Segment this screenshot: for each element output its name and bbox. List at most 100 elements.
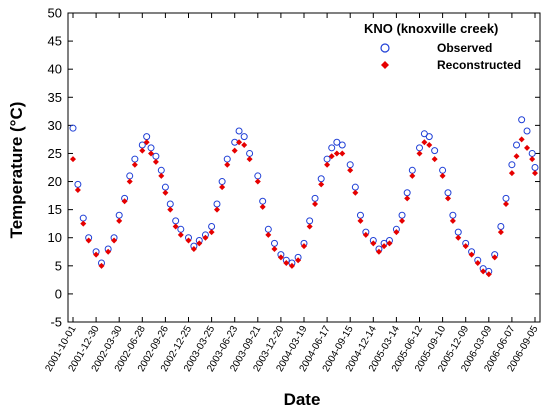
observed-point [531, 164, 539, 171]
reconstructed-point [352, 189, 359, 196]
reconstructed-point [370, 240, 377, 247]
observed-point [177, 225, 185, 233]
reconstructed-point [449, 217, 456, 224]
observed-point [518, 116, 526, 124]
observed-point [115, 211, 123, 219]
reconstructed-point [231, 147, 238, 154]
observed-point [152, 152, 160, 160]
observed-point [213, 200, 221, 208]
reconstructed-point [116, 217, 123, 224]
observed-point [523, 127, 531, 135]
observed-point [270, 239, 278, 247]
reconstructed-point [143, 139, 150, 146]
reconstructed-point [246, 156, 253, 163]
reconstructed-point [431, 156, 438, 163]
reconstructed-point [277, 254, 284, 261]
y-tick-label: 20 [48, 174, 62, 189]
reconstructed-point [444, 195, 451, 202]
observed-point [218, 178, 226, 186]
legend-title: KNO (knoxville creek) [364, 21, 498, 36]
reconstructed-point [158, 172, 165, 179]
reconstructed-point [190, 245, 197, 252]
reconstructed-point [196, 240, 203, 247]
reconstructed-point [105, 248, 112, 255]
reconstructed-point [491, 254, 498, 261]
observed-point [513, 141, 521, 149]
y-tick-label: 40 [48, 62, 62, 77]
observed-point [131, 155, 139, 163]
reconstructed-point [126, 178, 133, 185]
reconstructed-point [241, 142, 248, 149]
reconstructed-point [502, 201, 509, 208]
observed-point [454, 228, 462, 236]
reconstructed-point [480, 268, 487, 275]
reconstructed-point [288, 262, 295, 269]
reconstructed-point [224, 161, 231, 168]
observed-point [431, 147, 439, 155]
reconstructed-point [393, 229, 400, 236]
observed-point [323, 155, 331, 163]
reconstructed-point [185, 237, 192, 244]
reconstructed-point [283, 260, 290, 267]
y-tick-label: 25 [48, 146, 62, 161]
reconstructed-point [339, 150, 346, 157]
reconstructed-point [162, 189, 169, 196]
y-axis: -5 0 5 10 15 20 25 30 35 40 45 50 [48, 6, 540, 330]
y-tick-label: 10 [48, 230, 62, 245]
reconstructed-point [208, 229, 215, 236]
observed-point [172, 217, 180, 225]
reconstructed-point [306, 223, 313, 230]
reconstructed-point [70, 156, 76, 163]
legend-observed-label: Observed [437, 41, 492, 55]
observed-point [508, 161, 516, 169]
observed-point [166, 200, 174, 208]
reconstructed-point [328, 153, 335, 160]
observed-point [403, 189, 411, 197]
reconstructed-point [236, 139, 243, 146]
observed-point [338, 141, 346, 149]
reconstructed-point [80, 220, 87, 227]
reconstructed-point [131, 161, 138, 168]
reconstructed-point [468, 251, 475, 258]
y-tick-label: 50 [48, 6, 62, 21]
reconstructed-point [513, 153, 520, 160]
reconstructed-point [148, 150, 155, 157]
reconstructed-point [312, 201, 319, 208]
observed-point [79, 214, 87, 222]
reconstructed-point [139, 147, 146, 154]
observed-point [497, 222, 505, 230]
observed-point [161, 183, 169, 191]
observed-point [444, 189, 452, 197]
observed-point [356, 211, 364, 219]
reconstructed-point [399, 217, 406, 224]
observed-point [317, 175, 325, 183]
reconstructed-point [259, 203, 266, 210]
reconstructed-point [508, 170, 515, 177]
y-tick-label: 15 [48, 202, 62, 217]
y-tick-label: -5 [50, 315, 62, 330]
reconstructed-point [98, 262, 105, 269]
reconstructed-point [202, 234, 209, 241]
observed-point [246, 149, 254, 157]
observed-point [351, 183, 359, 191]
reconstructed-point [167, 206, 174, 213]
reconstructed-point [386, 240, 393, 247]
observed-point [264, 225, 272, 233]
series-observed [69, 116, 539, 275]
reconstructed-point [324, 161, 331, 168]
observed-point [69, 124, 77, 132]
y-tick-label: 30 [48, 118, 62, 133]
reconstructed-point [93, 251, 100, 258]
observed-point [147, 144, 155, 152]
reconstructed-point [295, 257, 302, 264]
reconstructed-point [485, 271, 492, 278]
reconstructed-point [121, 198, 128, 205]
reconstructed-point [74, 186, 81, 193]
observed-point [502, 194, 510, 202]
observed-point [398, 211, 406, 219]
observed-point [306, 217, 314, 225]
reconstructed-point [85, 237, 92, 244]
observed-point [157, 166, 165, 174]
